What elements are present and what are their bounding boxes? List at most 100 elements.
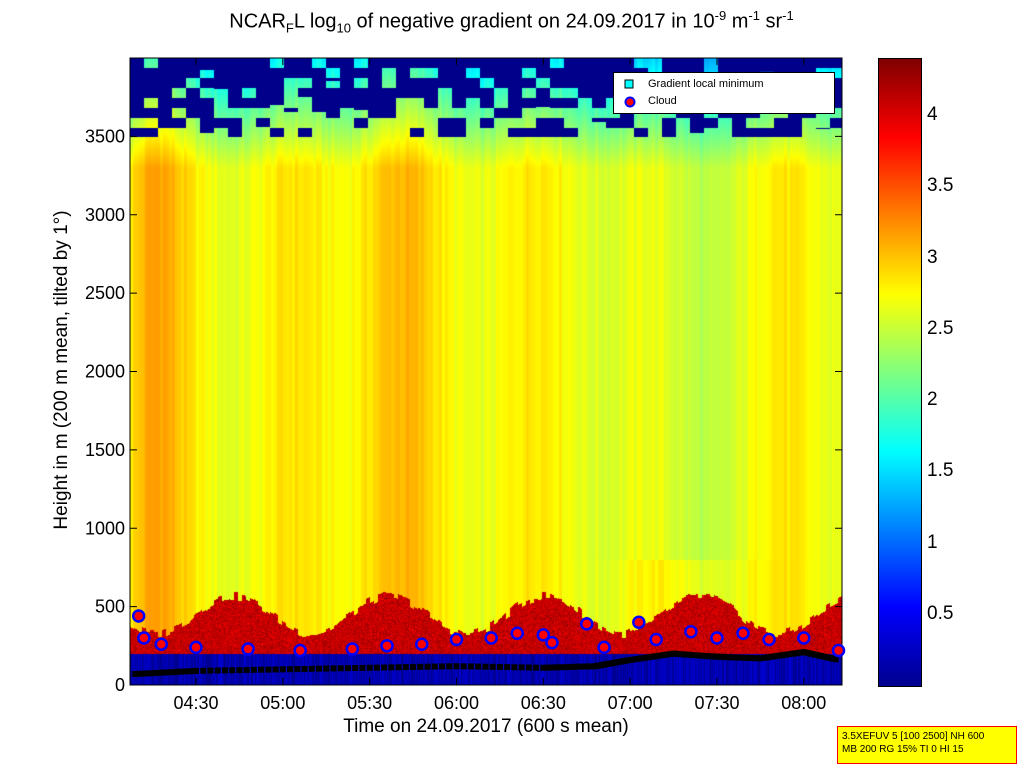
gradient-minimum-marker (489, 663, 496, 670)
gradient-minimum-marker (728, 654, 735, 661)
gradient-minimum-marker (685, 651, 692, 658)
gradient-minimum-marker (250, 666, 257, 673)
gradient-minimum-marker (721, 654, 728, 661)
gradient-minimum-marker (258, 666, 265, 673)
gradient-minimum-marker (402, 664, 409, 671)
cloud-marker (762, 632, 776, 647)
cloud-marker (189, 640, 203, 655)
x-tick-label: 04:30 (173, 693, 218, 713)
gradient-minimum-marker (395, 664, 402, 671)
cloud-marker (579, 617, 594, 631)
gradient-minimum-marker (453, 663, 460, 670)
gradient-minimum-marker (439, 663, 446, 670)
parameter-stamp: 3.5XEFUV 5 [100 2500] NH 600 MB 200 RG 1… (837, 726, 1017, 764)
cloud-marker (380, 639, 394, 653)
gradient-minimum-marker (695, 652, 702, 659)
gradient-minimum-marker (287, 666, 294, 673)
gradient-minimum-marker (496, 663, 503, 670)
gradient-minimum-marker (688, 651, 695, 658)
cloud-marker (736, 626, 750, 641)
gradient-minimum-marker (557, 664, 564, 671)
x-tick-label: 06:30 (521, 693, 566, 713)
x-tick-label: 07:00 (608, 693, 653, 713)
cloud-marker (649, 632, 663, 647)
gradient-minimum-marker (641, 654, 648, 661)
gradient-minimum-marker (663, 651, 670, 658)
gradient-minimum-marker (710, 653, 717, 660)
gradient-minimum-marker (152, 669, 159, 676)
gradient-minimum-marker (337, 665, 344, 672)
cloud-marker (293, 643, 307, 658)
gradient-minimum-marker (677, 651, 684, 658)
gradient-minimum-marker (236, 667, 243, 674)
gradient-minimum-marker (699, 652, 706, 659)
gradient-minimum-marker (566, 663, 573, 670)
cloud-marker (449, 632, 464, 647)
cloud-marker (510, 626, 525, 641)
colorbar-tick-label: 2.5 (927, 317, 954, 339)
gradient-minimum-marker (410, 663, 417, 670)
square-marker-icon (624, 79, 634, 89)
gradient-minimum-marker (315, 665, 322, 672)
gradient-minimum-marker (308, 665, 315, 672)
gradient-minimum-marker (147, 670, 154, 677)
cloud-marker (831, 643, 846, 658)
gradient-minimum-marker (142, 670, 149, 677)
gradient-minimum-marker (634, 655, 641, 662)
gradient-minimum-marker (467, 663, 474, 670)
gradient-minimum-marker (637, 655, 644, 662)
cloud-marker (484, 631, 498, 645)
gradient-minimum-marker (575, 663, 582, 670)
gradient-minimum-marker (172, 668, 179, 675)
gradient-minimum-marker (659, 652, 666, 659)
x-tick-label: 08:00 (781, 693, 826, 713)
gradient-minimum-marker (431, 663, 438, 670)
cloud-marker (131, 609, 146, 623)
y-tick-label: 2000 (85, 362, 125, 382)
gradient-minimum-marker (832, 656, 839, 663)
y-axis-label: Height in m (200 m mean, tilted by 1°) (51, 210, 72, 530)
gradient-minimum-marker (732, 654, 739, 661)
y-tick-label: 2500 (85, 283, 125, 303)
gradient-minimum-marker (352, 665, 359, 672)
gradient-minimum-marker (583, 663, 590, 670)
gradient-minimum-marker (724, 654, 731, 661)
gradient-minimum-marker (630, 656, 637, 663)
colorbar (878, 58, 922, 687)
cloud-marker (632, 615, 646, 630)
gradient-minimum-marker (768, 653, 775, 660)
gradient-minimum-marker (525, 664, 532, 671)
cloud-marker (597, 640, 611, 655)
gradient-minimum-marker (789, 650, 796, 657)
gradient-minimum-marker (373, 664, 380, 671)
gradient-minimum-marker (627, 656, 634, 663)
legend-label: Cloud (648, 95, 677, 107)
gradient-minimum-marker (518, 664, 525, 671)
gradient-minimum-marker (656, 652, 663, 659)
gradient-minimum-marker (648, 653, 655, 660)
gradient-minimum-marker (137, 670, 144, 677)
colorbar-tick-label: 0.5 (927, 602, 954, 624)
gradient-minimum-marker (214, 667, 221, 674)
gradient-minimum-marker (475, 663, 482, 670)
colorbar-tick-label: 1.5 (927, 460, 954, 482)
gradient-minimum-marker (207, 667, 214, 674)
gradient-minimum-marker (229, 667, 236, 674)
gradient-minimum-marker (192, 667, 199, 674)
gradient-minimum-marker (548, 664, 555, 671)
gradient-minimum-marker (381, 664, 388, 671)
colorbar-tick-label: 3.5 (927, 175, 954, 197)
x-tick-label: 05:30 (347, 693, 392, 713)
gradient-minimum-marker (167, 669, 174, 676)
gradient-minimum-marker (793, 650, 800, 657)
gradient-minimum-marker (775, 652, 782, 659)
cloud-marker (241, 642, 255, 656)
legend: Gradient local minimum Cloud (613, 72, 835, 114)
y-tick-label: 1000 (85, 518, 125, 538)
gradient-minimum-marker (570, 663, 577, 670)
legend-entry-cloud: Cloud (624, 94, 677, 108)
gradient-minimum-marker (652, 653, 659, 660)
gradient-minimum-marker (645, 654, 652, 661)
gradient-minimum-marker (579, 663, 586, 670)
